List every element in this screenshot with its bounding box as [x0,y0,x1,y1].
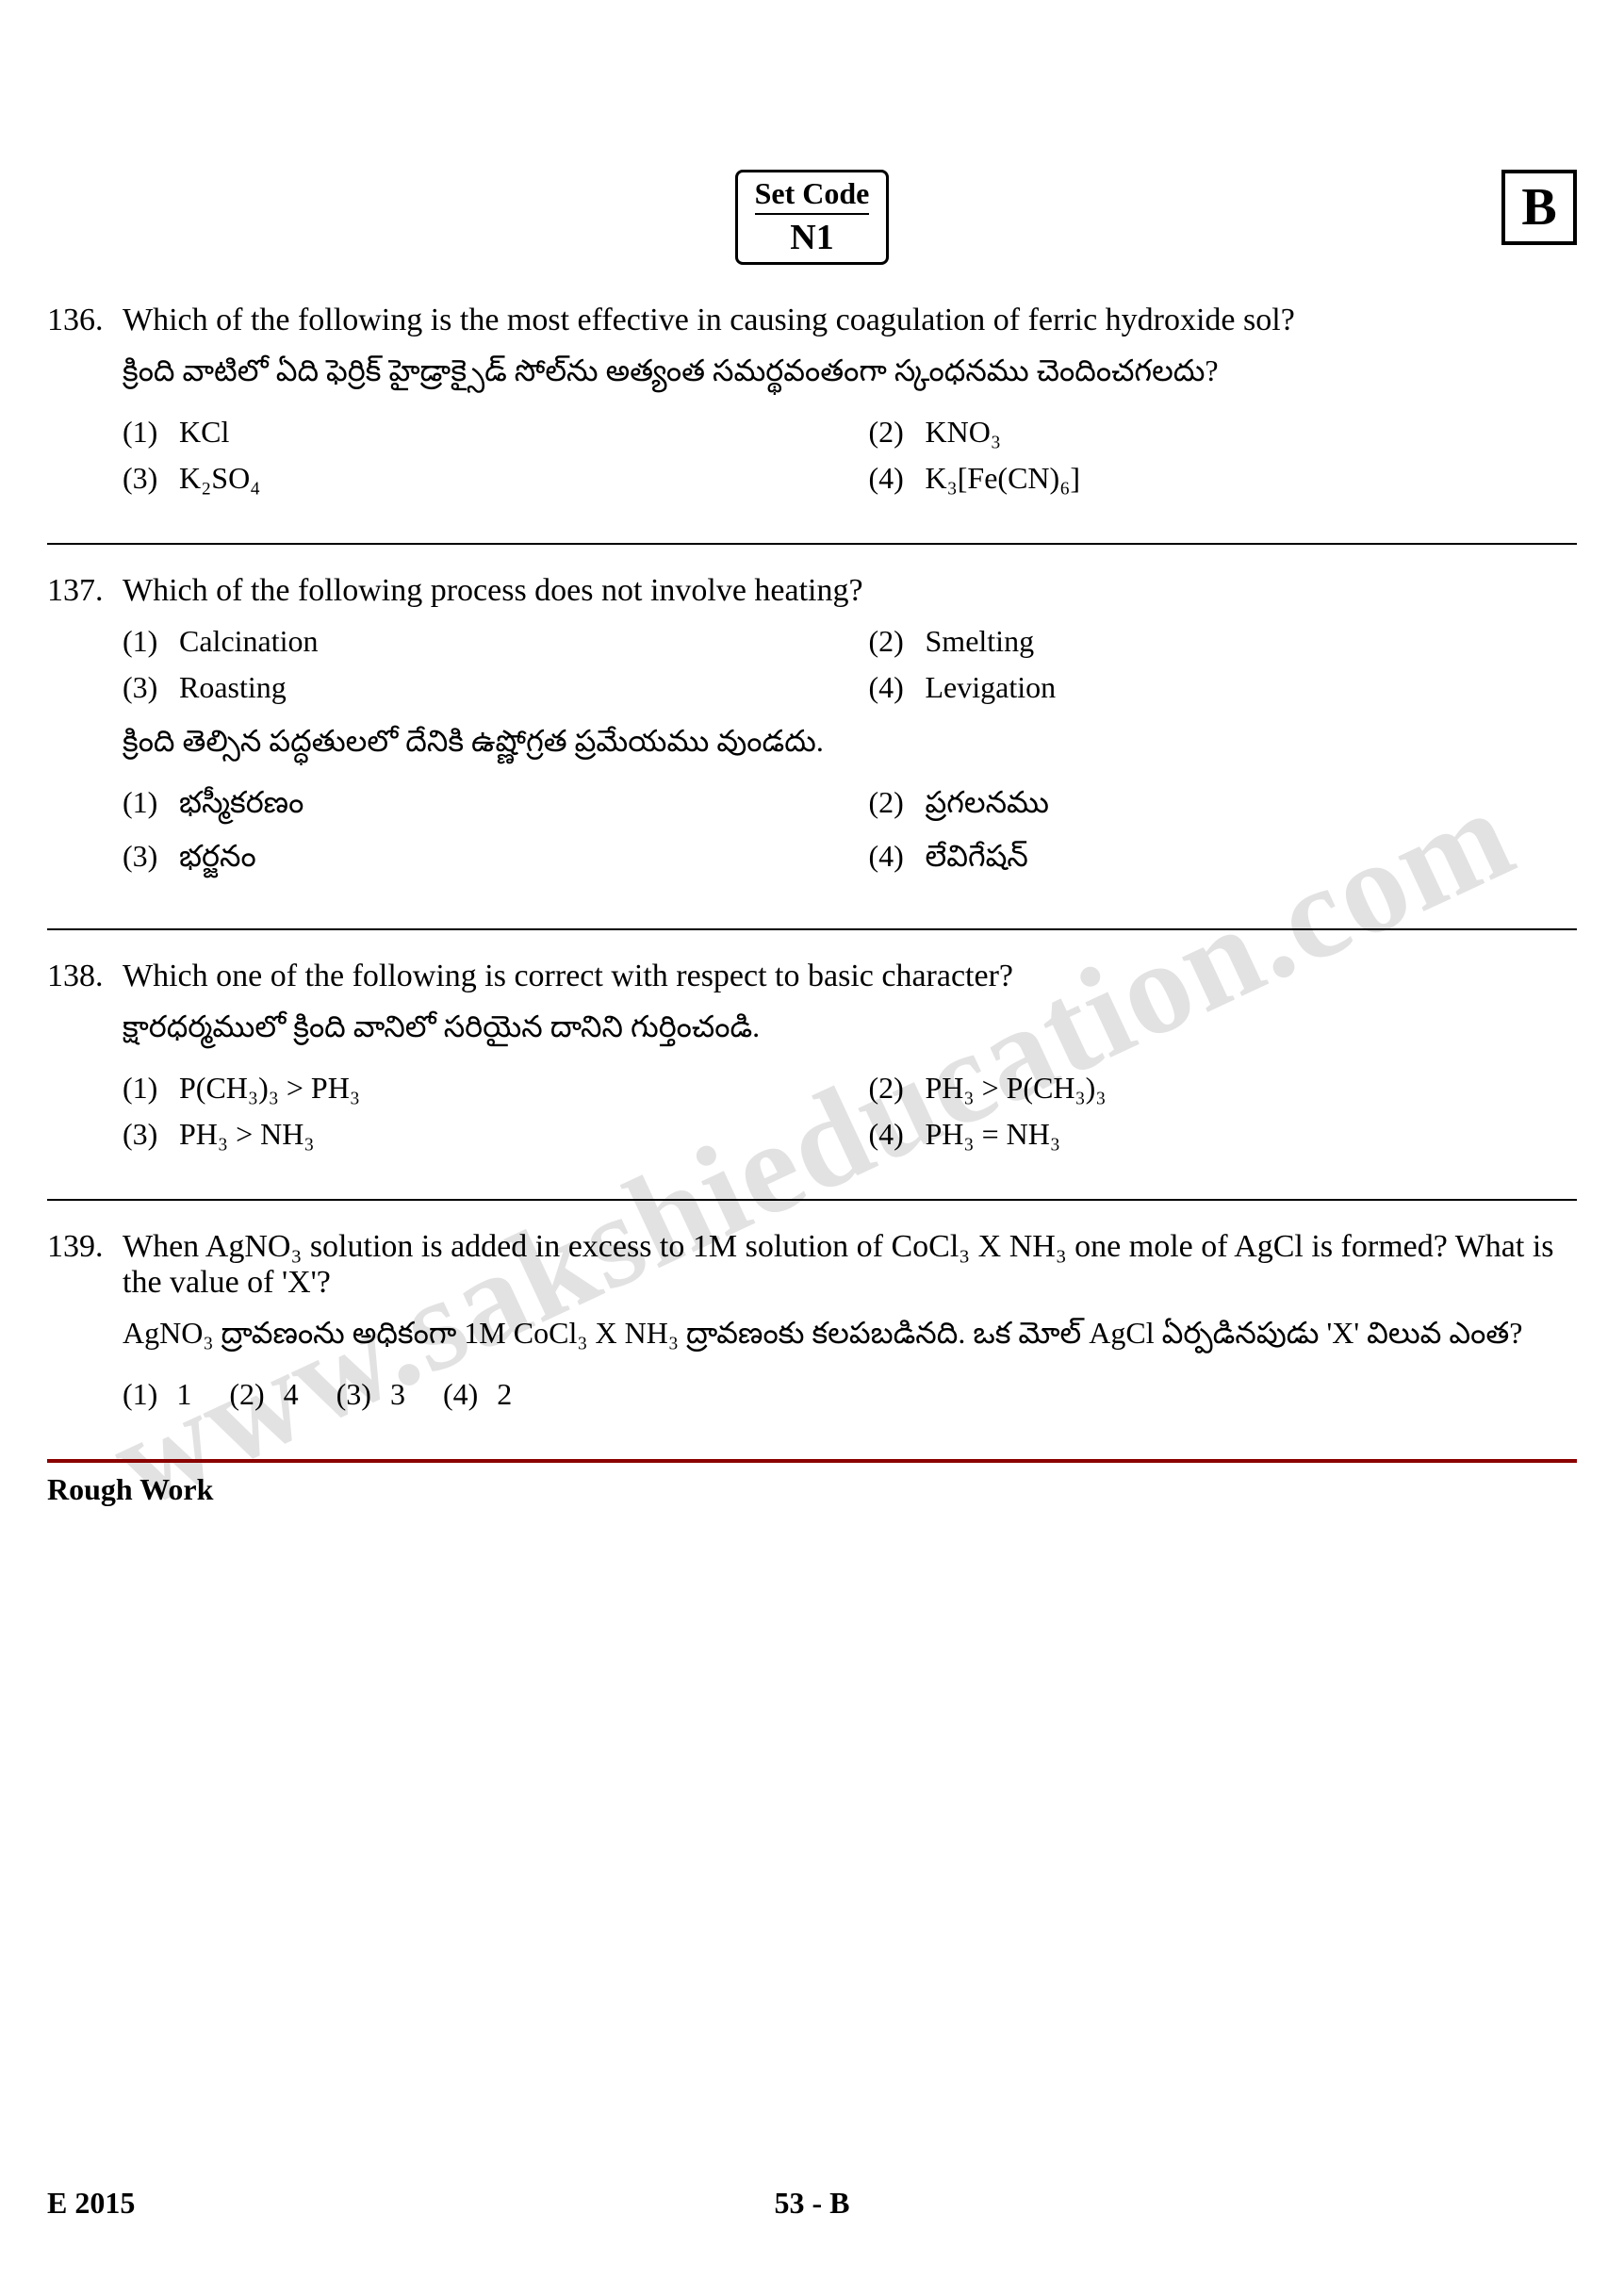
option-value: PH₃ = NH₃ [926,1117,1060,1152]
option-value: P(CH₃)₃ > PH₃ [179,1071,360,1106]
option-value: 2 [497,1377,512,1412]
divider-thick [47,1459,1577,1463]
inline-options: (1) 1 (2) 4 (3) 3 (4) 2 [123,1377,1577,1412]
question-text: 137. Which of the following process does… [47,573,1577,609]
question-telugu: క్రింది తెల్సిన పద్ధతులలో దేనికి ఉష్ణోగ్… [123,724,1577,766]
option-2: (2) Smelting [869,624,1578,659]
option-label: (4) [869,461,926,496]
option-value: ప్రగలనము [926,785,1050,828]
option-label: (1) [123,415,179,450]
header-row: Set Code N1 B [47,170,1577,265]
option-3-te: (3) భర్జనం [123,839,831,881]
rough-work-label: Rough Work [47,1472,1577,1507]
options-grid-en: (1) Calcination (2) Smelting (3) Roastin… [123,624,1577,705]
question-english: Which one of the following is correct wi… [123,959,1577,994]
question-telugu: క్రింది వాటిలో ఏది ఫెర్రిక్ హైడ్రాక్సైడ్… [123,353,1577,396]
option-label: (3) [123,1117,179,1152]
option-label: (2) [869,415,926,450]
option-label: (2) [869,785,926,828]
option-2: (2) 4 [229,1377,298,1412]
option-value: 4 [284,1377,299,1412]
option-3: (3) Roasting [123,670,831,705]
question-number: 138. [47,959,123,994]
option-1: (1) KCl [123,415,831,450]
question-139: 139. When AgNO₃ solution is added in exc… [47,1229,1577,1431]
option-value: 3 [390,1377,405,1412]
corner-letter-box: B [1501,170,1577,245]
option-2: (2) PH₃ > P(CH₃)₃ [869,1071,1578,1106]
question-english: Which of the following is the most effec… [123,303,1577,338]
option-label: (1) [123,1377,157,1412]
question-english: When AgNO₃ solution is added in excess t… [123,1229,1577,1301]
option-label: (2) [229,1377,264,1412]
option-4: (4) 2 [443,1377,512,1412]
question-english: Which of the following process does not … [123,573,1577,609]
option-value: PH₃ > P(CH₃)₃ [926,1071,1107,1106]
question-text: 138. Which one of the following is corre… [47,959,1577,994]
option-label: (3) [336,1377,371,1412]
option-value: Levigation [926,670,1057,705]
footer-left: E 2015 [47,2186,135,2221]
option-label: (4) [869,1117,926,1152]
question-number: 139. [47,1229,123,1301]
option-1: (1) 1 [123,1377,191,1412]
question-telugu: క్షారధర్మములో క్రింది వానిలో సరియైన దాని… [123,1009,1577,1052]
option-value: లేవిగేషన్ [926,839,1028,881]
divider [47,543,1577,545]
option-3: (3) PH₃ > NH₃ [123,1117,831,1152]
question-text: 139. When AgNO₃ solution is added in exc… [47,1229,1577,1301]
option-value: KCl [179,415,229,450]
option-value: PH₃ > NH₃ [179,1117,314,1152]
options-grid: (1) P(CH₃)₃ > PH₃ (2) PH₃ > P(CH₃)₃ (3) … [123,1071,1577,1152]
option-label: (4) [443,1377,478,1412]
set-code-value: N1 [755,217,870,258]
option-value: భర్జనం [179,839,256,881]
option-4: (4) PH₃ = NH₃ [869,1117,1578,1152]
option-label: (4) [869,670,926,705]
option-label: (2) [869,624,926,659]
option-value: Calcination [179,624,319,659]
option-4: (4) Levigation [869,670,1578,705]
set-code-box: Set Code N1 [735,170,890,265]
option-4-te: (4) లేవిగేషన్ [869,839,1578,881]
option-value: KNO₃ [926,415,1001,450]
option-1: (1) Calcination [123,624,831,659]
option-1: (1) P(CH₃)₃ > PH₃ [123,1071,831,1106]
question-text: 136. Which of the following is the most … [47,303,1577,338]
option-value: Smelting [926,624,1035,659]
option-label: (4) [869,839,926,881]
question-telugu: AgNO₃ ద్రావణంను అధికంగా 1M CoCl₃ X NH₃ ద… [123,1316,1577,1358]
divider [47,1199,1577,1201]
option-label: (3) [123,670,179,705]
option-2: (2) KNO₃ [869,415,1578,450]
option-label: (1) [123,624,179,659]
option-value: K₂SO₄ [179,461,260,496]
footer-center: 53 - B [775,2186,850,2221]
divider [47,928,1577,930]
option-value: 1 [176,1377,191,1412]
option-label: (2) [869,1071,926,1106]
option-3: (3) 3 [336,1377,405,1412]
page-footer: E 2015 53 - B [47,2186,1577,2221]
options-grid: (1) KCl (2) KNO₃ (3) K₂SO₄ (4) K₃[Fe(CN)… [123,415,1577,496]
question-number: 136. [47,303,123,338]
option-4: (4) K₃[Fe(CN)₆] [869,461,1578,496]
option-label: (1) [123,785,179,828]
option-label: (1) [123,1071,179,1106]
option-2-te: (2) ప్రగలనము [869,785,1578,828]
option-value: Roasting [179,670,287,705]
options-grid-te: (1) భస్మీకరణం (2) ప్రగలనము (3) భర్జనం (4… [123,785,1577,881]
question-138: 138. Which one of the following is corre… [47,959,1577,1171]
option-label: (3) [123,839,179,881]
option-1-te: (1) భస్మీకరణం [123,785,831,828]
page-content: Set Code N1 B 136. Which of the followin… [47,170,1577,1507]
set-code-label: Set Code [755,176,870,215]
question-137: 137. Which of the following process does… [47,573,1577,900]
question-number: 137. [47,573,123,609]
question-136: 136. Which of the following is the most … [47,303,1577,515]
option-value: K₃[Fe(CN)₆] [926,461,1081,496]
option-value: భస్మీకరణం [179,785,303,828]
option-label: (3) [123,461,179,496]
option-3: (3) K₂SO₄ [123,461,831,496]
